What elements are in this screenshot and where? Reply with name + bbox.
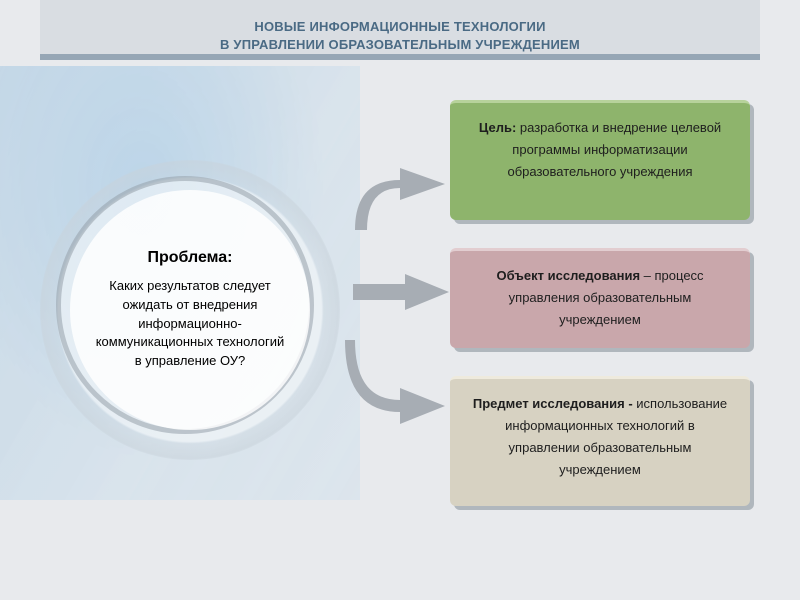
card-subject-label: Предмет исследования - bbox=[473, 396, 633, 411]
arrow-to-object bbox=[345, 270, 455, 320]
arrow-to-subject bbox=[345, 330, 455, 440]
arrow-to-goal bbox=[345, 150, 455, 240]
card-goal-text: разработка и внедрение целевой программы… bbox=[508, 120, 722, 179]
slide-title: НОВЫЕ ИНФОРМАЦИОННЫЕ ТЕХНОЛОГИИ В УПРАВЛ… bbox=[40, 8, 760, 64]
problem-circle: Проблема: Каких результатов следует ожид… bbox=[70, 190, 310, 430]
card-subject: Предмет исследования - использование инф… bbox=[450, 376, 750, 506]
card-goal: Цель: разработка и внедрение целевой про… bbox=[450, 100, 750, 220]
card-goal-label: Цель: bbox=[479, 120, 516, 135]
slide-root: НОВЫЕ ИНФОРМАЦИОННЫЕ ТЕХНОЛОГИИ В УПРАВЛ… bbox=[0, 0, 800, 600]
card-object-label: Объект исследования bbox=[496, 268, 640, 283]
problem-title: Проблема: bbox=[147, 249, 232, 267]
problem-body: Каких результатов следует ожидать от вне… bbox=[92, 277, 288, 371]
header-line-2: В УПРАВЛЕНИИ ОБРАЗОВАТЕЛЬНЫМ УЧРЕЖДЕНИЕМ bbox=[220, 37, 580, 52]
card-object: Объект исследования – процесс управления… bbox=[450, 248, 750, 348]
header-line-1: НОВЫЕ ИНФОРМАЦИОННЫЕ ТЕХНОЛОГИИ bbox=[254, 19, 545, 34]
